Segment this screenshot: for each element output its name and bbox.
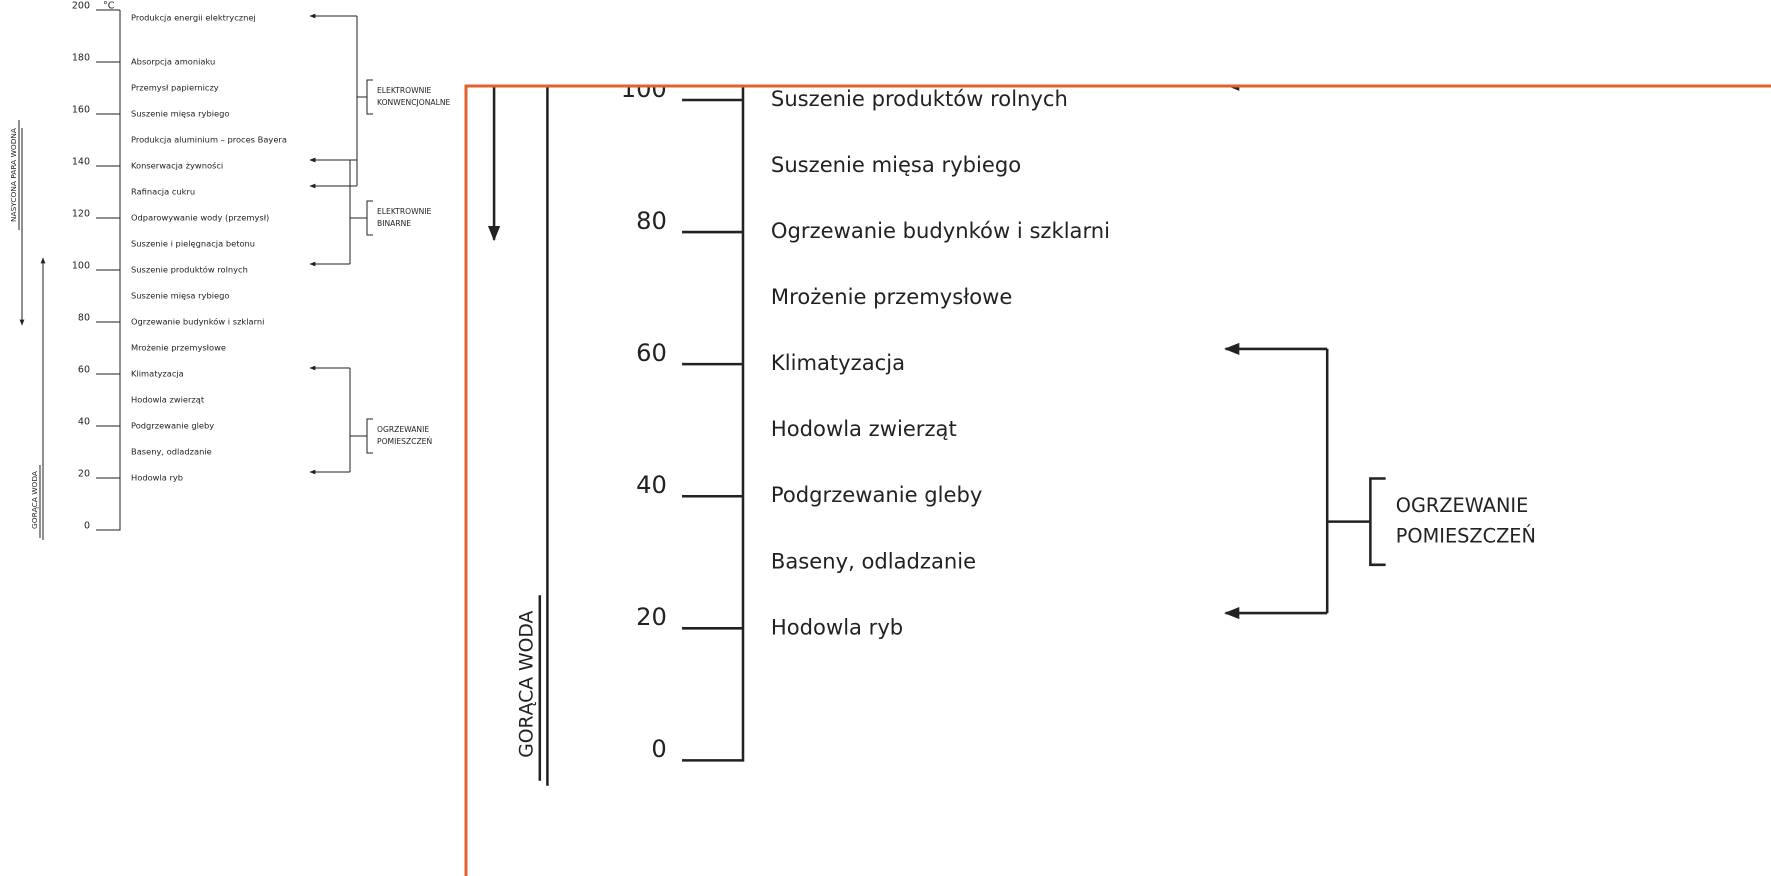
tick-label: 40 — [78, 417, 90, 428]
application-label: Absorpcja amoniaku — [131, 57, 215, 67]
application-label: Klimatyzacja — [771, 350, 905, 375]
tick-label: 80 — [636, 207, 667, 235]
water-label: GORĄCA WODA — [517, 610, 538, 757]
steam-label: NASYCONA PARA WODNA — [9, 128, 18, 222]
group-label: ELEKTROWNIE — [377, 207, 432, 216]
application-label: Suszenie mięsa rybiego — [131, 291, 230, 301]
application-label: Suszenie produktów rolnych — [131, 265, 248, 275]
group-bracket — [1370, 0, 1385, 11]
tick-label: 140 — [72, 157, 90, 168]
tick-label: 60 — [636, 339, 667, 367]
application-label: Suszenie i pielęgnacja betonu — [771, 20, 1086, 45]
application-label: Produkcja energii elektrycznej — [131, 13, 256, 23]
tick-label: 160 — [72, 105, 90, 116]
application-label: Podgrzewanie gleby — [771, 482, 982, 507]
application-label: Klimatyzacja — [131, 369, 184, 379]
group-label: POMIESZCZEŃ — [1396, 524, 1536, 547]
application-label: Podgrzewanie gleby — [131, 421, 214, 431]
application-label: Mrożenie przemysłowe — [131, 343, 226, 353]
application-label: Hodowla zwierząt — [131, 395, 205, 405]
application-label: Suszenie mięsa rybiego — [131, 109, 230, 119]
application-label: Baseny, odladzanie — [131, 447, 212, 457]
tick-label: 60 — [78, 365, 90, 376]
application-label: Baseny, odladzanie — [771, 548, 976, 573]
application-label: Suszenie i pielęgnacja betonu — [131, 239, 255, 249]
application-label: Ogrzewanie budynków i szklarni — [771, 218, 1110, 243]
application-label: Przemysł papierniczy — [131, 83, 219, 93]
application-label: Ogrzewanie budynków i szklarni — [131, 317, 264, 327]
unit-label: °C — [103, 1, 115, 12]
tick-label: 120 — [72, 209, 90, 220]
application-label: Odparowywanie wody (przemysł) — [131, 213, 269, 223]
tick-label: 20 — [78, 469, 90, 480]
group-label: ELEKTROWNIE — [377, 86, 432, 95]
group-label: KONWENCJONALNE — [377, 98, 451, 107]
group-bracket — [366, 200, 373, 236]
tick-label: 0 — [651, 735, 666, 763]
application-label: Hodowla ryb — [771, 614, 903, 639]
tick-label: 100 — [621, 75, 667, 103]
application-label: Produkcja aluminium – proces Bayera — [131, 135, 287, 145]
application-label: Suszenie mięsa rybiego — [771, 152, 1021, 177]
tick-label: 80 — [78, 313, 90, 324]
tick-label: 100 — [72, 261, 90, 272]
inset-frame — [464, 84, 1771, 876]
application-label: Hodowla zwierząt — [771, 416, 957, 441]
group-label: BINARNE — [377, 219, 411, 228]
tick-label: 20 — [636, 603, 667, 631]
group-label: OGRZEWANIE — [377, 425, 429, 434]
tick-label: 40 — [636, 471, 667, 499]
tick-label: 200 — [72, 1, 90, 12]
group-bracket — [1369, 477, 1386, 567]
inset-background — [466, 86, 1771, 876]
application-label: Rafinacja cukru — [131, 187, 195, 197]
application-label: Konserwacja żywności — [131, 161, 223, 171]
application-label: Mrożenie przemysłowe — [771, 284, 1012, 309]
application-label: Suszenie produktów rolnych — [771, 86, 1068, 111]
application-label: Hodowla ryb — [131, 473, 183, 483]
group-label: OGRZEWANIE — [1396, 494, 1529, 517]
group-label: POMIESZCZEŃ — [377, 437, 432, 446]
tick-label: 0 — [84, 521, 90, 532]
group-bracket — [366, 418, 373, 454]
tick-label: 180 — [72, 53, 90, 64]
water-label: GORĄCA WODA — [30, 471, 39, 529]
group-bracket — [366, 79, 373, 115]
